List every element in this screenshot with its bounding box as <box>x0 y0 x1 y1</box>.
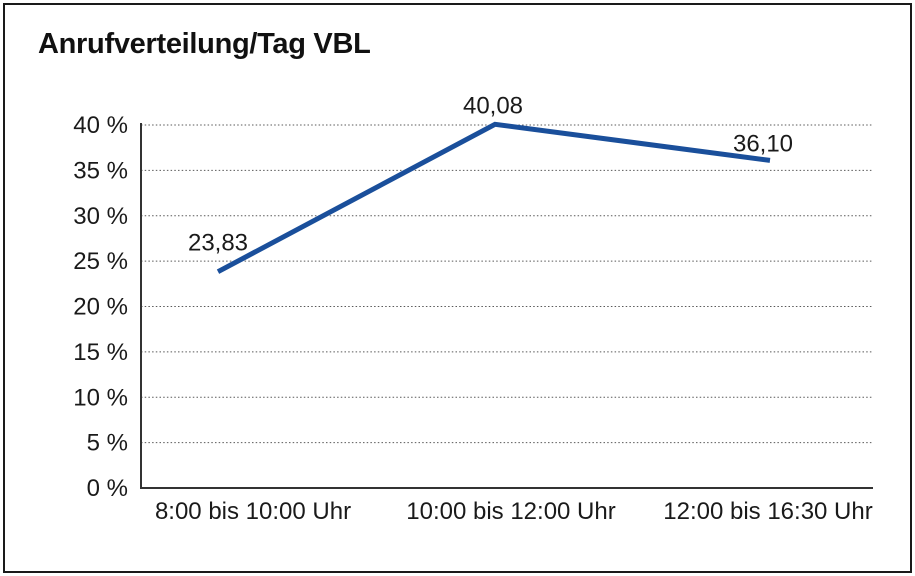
data-line <box>216 121 771 274</box>
y-axis-tick-label: 0 % <box>87 475 128 502</box>
y-axis-tick-label: 10 % <box>73 384 128 411</box>
y-axis-tick-label: 35 % <box>73 157 128 184</box>
y-axis-tick-label: 5 % <box>87 430 128 457</box>
x-axis-category-label: 10:00 bis 12:00 Uhr <box>406 498 615 525</box>
x-axis-category-label: 12:00 bis 16:30 Uhr <box>663 498 872 525</box>
x-axis-category-label: 8:00 bis 10:00 Uhr <box>155 498 351 525</box>
y-axis-tick-label: 25 % <box>73 248 128 275</box>
data-point-label: 40,08 <box>463 92 523 119</box>
y-axis-tick-label: 15 % <box>73 339 128 366</box>
y-axis-tick-label: 20 % <box>73 294 128 321</box>
y-axis-tick-label: 40 % <box>73 112 128 139</box>
chart-title: Anrufverteilung/Tag VBL <box>38 28 371 60</box>
y-axis-tick-label: 30 % <box>73 203 128 230</box>
data-point-label: 23,83 <box>188 230 248 257</box>
data-point-label: 36,10 <box>733 130 793 157</box>
chart-frame <box>3 3 912 573</box>
